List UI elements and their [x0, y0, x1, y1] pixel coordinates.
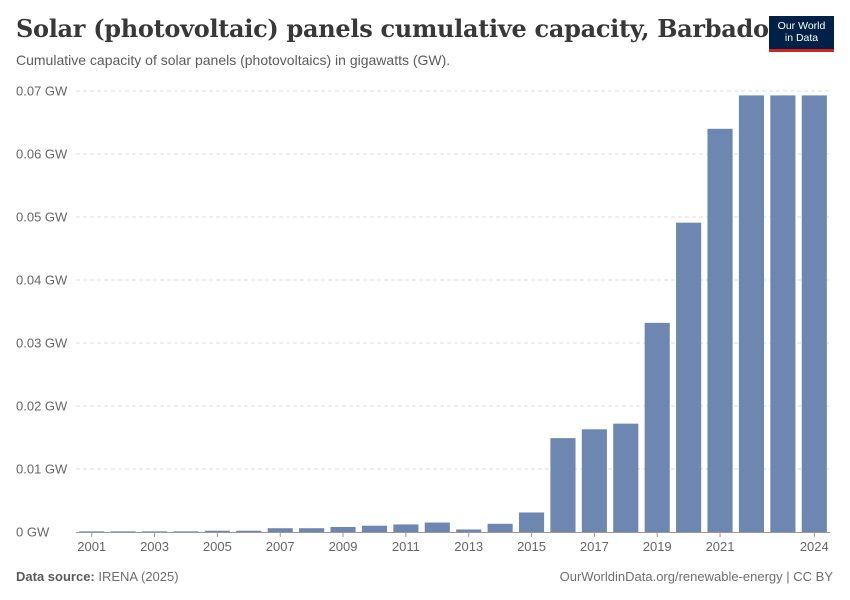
data-source: Data source: IRENA (2025) [16, 569, 179, 584]
y-tick-label: 0.03 GW [16, 336, 68, 351]
x-tick-label: 2024 [800, 539, 829, 554]
y-tick-label: 0.02 GW [16, 399, 68, 414]
bar[interactable] [204, 530, 230, 532]
x-tick-label: 2011 [392, 539, 420, 554]
x-tick-label: 2009 [329, 539, 358, 554]
chart-subtitle: Cumulative capacity of solar panels (pho… [16, 52, 451, 68]
y-tick-label: 0.04 GW [16, 273, 68, 288]
x-tick-label: 2001 [77, 539, 106, 554]
bar[interactable] [456, 529, 482, 532]
bar[interactable] [236, 530, 262, 532]
y-tick-label: 0.07 GW [16, 84, 68, 99]
logo-line-1: Our World [777, 20, 826, 32]
bar[interactable] [487, 523, 513, 532]
bar[interactable] [613, 423, 639, 532]
data-source-value[interactable]: IRENA (2025) [98, 569, 179, 584]
x-tick-label: 2021 [706, 539, 735, 554]
x-tick-label: 2005 [203, 539, 232, 554]
bar[interactable] [299, 528, 325, 532]
x-tick-label: 2007 [266, 539, 295, 554]
bar[interactable] [707, 128, 733, 533]
bar[interactable] [644, 322, 670, 532]
x-tick-label: 2003 [140, 539, 169, 554]
bar[interactable] [110, 531, 136, 532]
bar[interactable] [330, 526, 356, 532]
bar[interactable] [801, 95, 827, 532]
x-tick-label: 2017 [580, 539, 609, 554]
x-tick-label: 2015 [517, 539, 546, 554]
chart-title: Solar (photovoltaic) panels cumulative c… [16, 14, 782, 43]
bar[interactable] [361, 525, 388, 532]
owid-logo[interactable]: Our World in Data [769, 16, 834, 52]
y-tick-label: 0 GW [16, 525, 50, 540]
bar[interactable] [79, 531, 105, 532]
bar[interactable] [393, 524, 419, 532]
bar[interactable] [581, 429, 607, 532]
bar[interactable] [676, 222, 702, 533]
bar[interactable] [173, 531, 199, 532]
bar[interactable] [550, 438, 576, 532]
bar[interactable] [770, 95, 796, 532]
bar[interactable] [424, 522, 450, 532]
y-tick-label: 0.06 GW [16, 147, 68, 162]
data-source-label: Data source: [16, 569, 95, 584]
y-tick-label: 0.01 GW [16, 462, 68, 477]
bar[interactable] [141, 531, 168, 532]
bar[interactable] [267, 528, 293, 532]
logo-line-2: in Data [784, 32, 819, 44]
bar[interactable] [518, 512, 545, 532]
bar[interactable] [738, 95, 765, 532]
x-tick-label: 2019 [643, 539, 672, 554]
y-tick-label: 0.05 GW [16, 210, 68, 225]
x-tick-label: 2013 [454, 539, 483, 554]
footer-link[interactable]: OurWorldinData.org/renewable-energy | CC… [559, 569, 833, 584]
